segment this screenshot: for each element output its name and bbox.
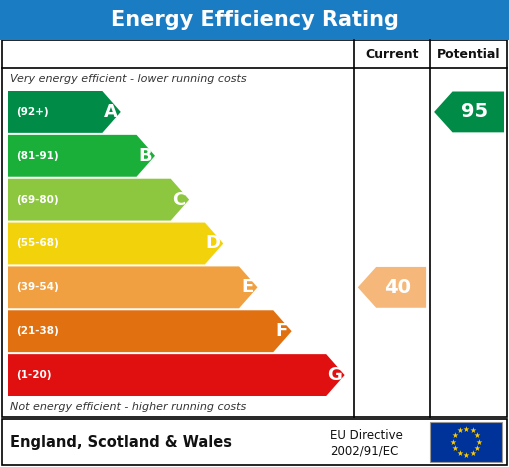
- Text: 95: 95: [461, 102, 488, 121]
- Text: Energy Efficiency Rating: Energy Efficiency Rating: [110, 10, 399, 30]
- Bar: [0, 0, 509, 40]
- Text: ★: ★: [463, 451, 469, 460]
- Text: Potential: Potential: [437, 48, 500, 61]
- Text: ★: ★: [456, 426, 463, 435]
- Polygon shape: [8, 310, 292, 352]
- Text: C: C: [173, 191, 186, 209]
- Text: ★: ★: [475, 438, 483, 446]
- Text: ★: ★: [451, 431, 458, 440]
- Text: Current: Current: [365, 48, 419, 61]
- Text: ★: ★: [449, 438, 457, 446]
- Polygon shape: [8, 223, 223, 264]
- Text: (21-38): (21-38): [16, 326, 59, 336]
- Text: Not energy efficient - higher running costs: Not energy efficient - higher running co…: [10, 402, 246, 412]
- Polygon shape: [8, 267, 258, 308]
- Bar: [2, 40, 507, 417]
- Text: (81-91): (81-91): [16, 151, 59, 161]
- Text: England, Scotland & Wales: England, Scotland & Wales: [10, 434, 232, 450]
- Text: E: E: [241, 278, 253, 297]
- Text: ★: ★: [463, 425, 469, 433]
- Polygon shape: [8, 91, 121, 133]
- Text: ★: ★: [456, 449, 463, 458]
- Text: Very energy efficient - lower running costs: Very energy efficient - lower running co…: [10, 74, 247, 84]
- Polygon shape: [434, 92, 504, 132]
- Text: ★: ★: [474, 431, 480, 440]
- Text: A: A: [104, 103, 118, 121]
- Text: (69-80): (69-80): [16, 195, 59, 205]
- Polygon shape: [358, 267, 426, 308]
- Text: (1-20): (1-20): [16, 370, 51, 380]
- Text: 2002/91/EC: 2002/91/EC: [330, 445, 399, 458]
- Text: (92+): (92+): [16, 107, 49, 117]
- Bar: [430, 422, 502, 462]
- Text: ★: ★: [474, 444, 480, 453]
- Text: (39-54): (39-54): [16, 283, 59, 292]
- Text: G: G: [327, 366, 342, 384]
- Text: EU Directive: EU Directive: [330, 429, 403, 442]
- Text: 40: 40: [384, 278, 411, 297]
- Text: ★: ★: [469, 426, 476, 435]
- Text: ★: ★: [469, 449, 476, 458]
- Polygon shape: [8, 354, 345, 396]
- Text: ★: ★: [451, 444, 458, 453]
- Polygon shape: [8, 179, 189, 220]
- Text: B: B: [138, 147, 152, 165]
- Bar: [2, 419, 507, 465]
- Polygon shape: [8, 135, 155, 177]
- Text: D: D: [206, 234, 221, 253]
- Text: F: F: [275, 322, 288, 340]
- Text: (55-68): (55-68): [16, 239, 59, 248]
